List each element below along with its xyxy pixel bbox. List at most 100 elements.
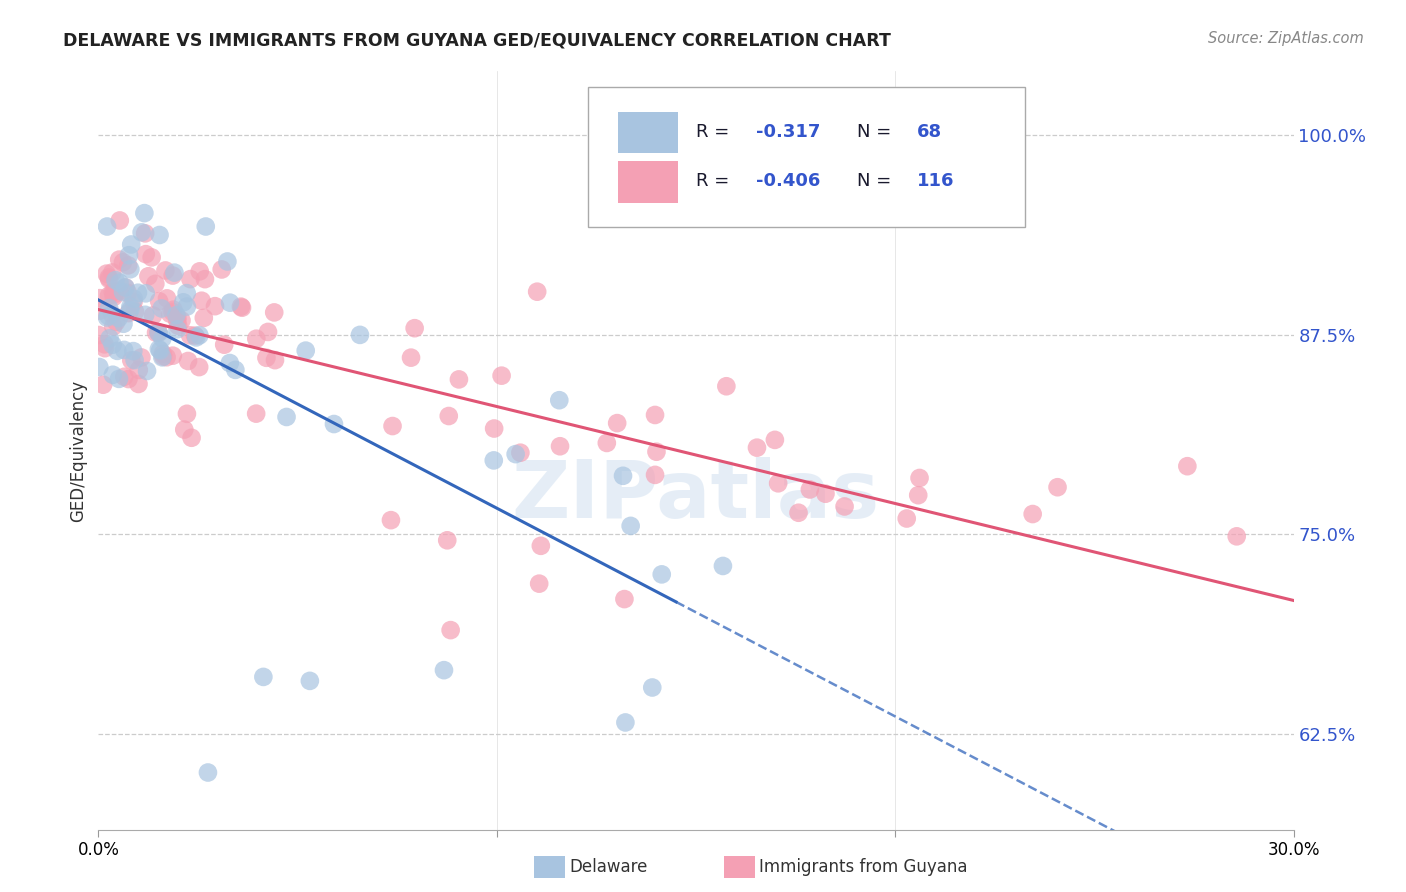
- Point: [219, 295, 242, 310]
- Point: [101, 337, 124, 351]
- Point: [108, 276, 131, 290]
- Point: [155, 263, 177, 277]
- Point: [156, 291, 179, 305]
- Point: [527, 576, 550, 591]
- Text: N =: N =: [858, 172, 897, 190]
- FancyBboxPatch shape: [589, 87, 1025, 227]
- Point: [131, 351, 153, 365]
- Point: [173, 423, 195, 437]
- Point: [509, 446, 531, 460]
- Text: Delaware: Delaware: [569, 858, 648, 876]
- Text: 68: 68: [917, 123, 942, 141]
- Point: [163, 266, 186, 280]
- Point: [149, 343, 172, 358]
- Point: [101, 308, 124, 322]
- Point: [323, 417, 346, 431]
- Point: [142, 309, 165, 323]
- Point: [108, 372, 131, 386]
- Text: -0.406: -0.406: [756, 172, 820, 190]
- Point: [177, 354, 200, 368]
- Point: [143, 277, 166, 291]
- Point: [112, 343, 135, 357]
- Point: [176, 407, 198, 421]
- Point: [170, 313, 193, 327]
- Point: [120, 353, 142, 368]
- Point: [224, 363, 246, 377]
- Point: [263, 305, 285, 319]
- Text: ZIPatlas: ZIPatlas: [512, 457, 880, 535]
- Point: [148, 294, 170, 309]
- Point: [128, 363, 150, 377]
- Point: [98, 301, 121, 315]
- Point: [120, 262, 142, 277]
- Point: [91, 377, 114, 392]
- Point: [108, 252, 131, 267]
- Text: DELAWARE VS IMMIGRANTS FROM GUYANA GED/EQUIVALENCY CORRELATION CHART: DELAWARE VS IMMIGRANTS FROM GUYANA GED/E…: [63, 31, 891, 49]
- Point: [186, 330, 208, 344]
- Point: [176, 300, 198, 314]
- Bar: [619, 161, 678, 202]
- Point: [193, 310, 215, 325]
- Point: [103, 284, 125, 298]
- Point: [197, 765, 219, 780]
- Point: [896, 511, 918, 525]
- Point: [114, 280, 136, 294]
- Point: [117, 258, 139, 272]
- Point: [505, 447, 527, 461]
- Point: [148, 227, 170, 242]
- Point: [96, 267, 118, 281]
- Point: [613, 592, 636, 607]
- Point: [145, 326, 167, 340]
- Point: [120, 237, 142, 252]
- Point: [97, 309, 120, 323]
- Point: [96, 310, 118, 325]
- Point: [1046, 480, 1069, 494]
- Point: [114, 280, 136, 294]
- Point: [117, 372, 139, 386]
- Point: [644, 467, 666, 482]
- Point: [89, 359, 111, 374]
- Point: [134, 206, 156, 220]
- Point: [447, 372, 470, 386]
- Point: [112, 369, 135, 384]
- Point: [103, 319, 125, 334]
- Point: [437, 409, 460, 423]
- Point: [612, 468, 634, 483]
- Point: [294, 343, 316, 358]
- Point: [141, 251, 163, 265]
- Point: [96, 219, 118, 234]
- Point: [276, 409, 298, 424]
- Point: [135, 286, 157, 301]
- Point: [94, 341, 117, 355]
- Point: [104, 273, 127, 287]
- Point: [105, 343, 128, 358]
- Point: [101, 265, 124, 279]
- Point: [711, 558, 734, 573]
- Point: [433, 663, 456, 677]
- Point: [194, 272, 217, 286]
- Point: [167, 318, 190, 333]
- Text: R =: R =: [696, 172, 735, 190]
- Point: [150, 351, 173, 365]
- Point: [107, 311, 129, 326]
- Point: [530, 539, 553, 553]
- Point: [787, 506, 810, 520]
- Point: [112, 317, 135, 331]
- Point: [908, 471, 931, 485]
- Point: [620, 519, 643, 533]
- Point: [172, 295, 194, 310]
- Point: [117, 285, 139, 300]
- Point: [117, 306, 139, 320]
- Point: [124, 353, 146, 368]
- Point: [128, 376, 150, 391]
- Point: [231, 301, 253, 315]
- Point: [436, 533, 458, 548]
- Point: [184, 328, 207, 343]
- Y-axis label: GED/Equivalency: GED/Equivalency: [69, 379, 87, 522]
- Point: [606, 416, 628, 430]
- Point: [381, 419, 404, 434]
- Point: [526, 285, 548, 299]
- Point: [252, 670, 274, 684]
- Point: [156, 350, 179, 364]
- Point: [120, 300, 142, 314]
